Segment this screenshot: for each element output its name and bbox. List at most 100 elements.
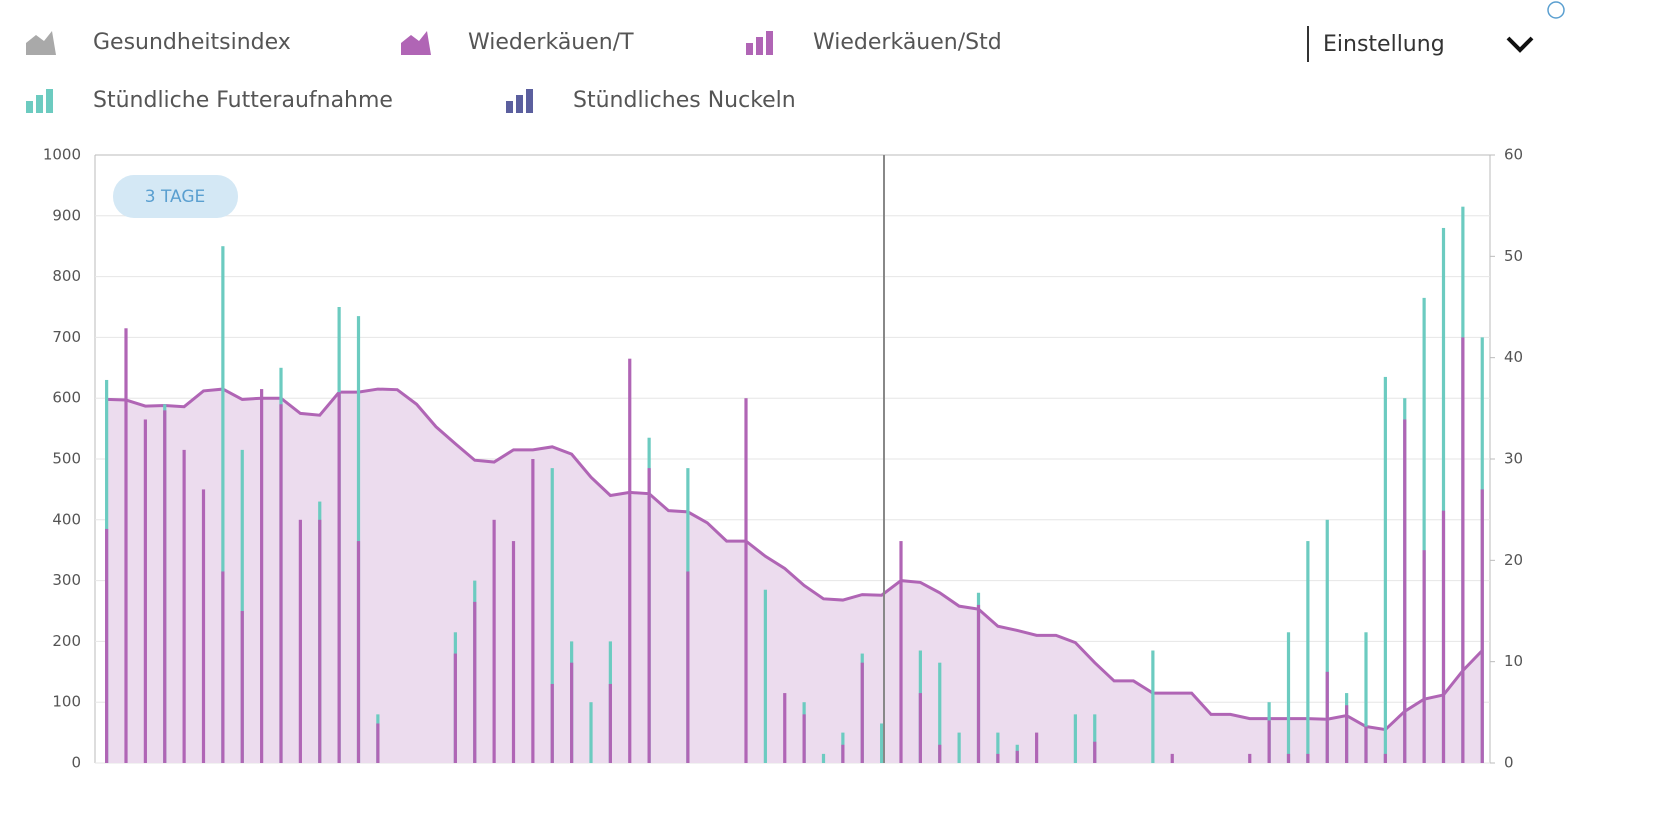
bar xyxy=(976,604,981,763)
bar xyxy=(318,519,322,763)
bar xyxy=(260,389,264,763)
dropdown-chevron[interactable] xyxy=(1506,36,1534,53)
bar xyxy=(1286,753,1291,763)
bar xyxy=(744,398,748,763)
bar xyxy=(1325,519,1329,763)
bar xyxy=(221,246,225,763)
area-line xyxy=(106,387,1484,732)
bar xyxy=(337,392,341,763)
bar xyxy=(356,541,361,763)
y2-tick-label: 60 xyxy=(1504,146,1523,164)
bar xyxy=(802,714,806,763)
bar xyxy=(1015,750,1019,763)
y2-tick-label: 40 xyxy=(1504,348,1523,366)
y-tick-label: 1000 xyxy=(43,146,81,164)
y2-tick-label: 20 xyxy=(1504,551,1523,569)
bar xyxy=(298,519,302,763)
bar xyxy=(376,723,380,763)
bar xyxy=(550,683,554,763)
bar xyxy=(841,744,845,763)
y-tick-label: 400 xyxy=(52,510,81,528)
bar xyxy=(550,468,554,763)
bar xyxy=(1422,297,1426,763)
bar xyxy=(763,589,767,763)
bar xyxy=(163,410,167,763)
legend-icon xyxy=(766,31,773,55)
legend-icon xyxy=(36,95,43,113)
bar xyxy=(1422,550,1426,763)
bar xyxy=(1306,753,1310,763)
badge[interactable] xyxy=(113,175,238,218)
y2-tick-label: 30 xyxy=(1504,450,1523,468)
bar xyxy=(628,358,632,763)
bar xyxy=(1480,489,1484,763)
bar xyxy=(938,744,942,763)
bar xyxy=(1345,705,1349,763)
legend-label: Stündliches Nuckeln xyxy=(573,88,796,113)
bar xyxy=(356,316,361,763)
bar xyxy=(1267,720,1271,763)
bar xyxy=(1383,376,1387,763)
y2-tick-label: 10 xyxy=(1504,652,1523,670)
bar xyxy=(201,489,206,763)
bar xyxy=(1073,714,1077,763)
bar xyxy=(647,468,651,763)
bar xyxy=(492,519,496,763)
bar xyxy=(453,653,457,763)
bar xyxy=(473,601,477,763)
marks xyxy=(105,206,1484,763)
y-tick-label: 700 xyxy=(52,328,81,346)
legend-icon xyxy=(46,89,53,113)
legend-label: Gesundheitsindex xyxy=(93,30,291,55)
bar xyxy=(1170,753,1174,763)
legend-icon xyxy=(26,101,33,113)
y-tick-label: 0 xyxy=(71,754,81,772)
bar xyxy=(221,571,225,763)
legend-label: Stündliche Futteraufnahme xyxy=(93,88,393,113)
legend-icon xyxy=(26,31,56,55)
bar xyxy=(124,328,128,763)
bar xyxy=(143,419,147,763)
bar xyxy=(279,404,283,763)
bar xyxy=(1035,732,1039,763)
legend-icon xyxy=(401,31,431,55)
y-tick-label: 900 xyxy=(52,206,81,224)
y-tick-label: 100 xyxy=(52,693,81,711)
grid: 0 100 200 300 400 500 600 700 800 900 1000 0 10 20 30 4… xyxy=(43,146,1523,772)
bar xyxy=(938,662,942,763)
bar xyxy=(240,611,244,763)
bar xyxy=(589,702,593,763)
y-tick-label: 600 xyxy=(52,389,81,407)
bar xyxy=(511,541,516,763)
bar xyxy=(918,693,922,763)
y-tick-label: 500 xyxy=(52,450,81,468)
bar xyxy=(1364,632,1368,763)
badge-label[interactable]: 3 TAGE xyxy=(145,187,206,207)
bar xyxy=(860,662,864,763)
legend: Gesundheitsindex Wiederkäuen/T Wiederkäuen… xyxy=(26,30,1002,113)
bar xyxy=(1364,726,1368,763)
bar xyxy=(1093,741,1097,763)
bar xyxy=(880,723,884,763)
y2-tick-label: 50 xyxy=(1504,247,1523,265)
bar xyxy=(240,449,244,763)
bar xyxy=(783,693,787,763)
bar xyxy=(1151,650,1155,763)
bar xyxy=(996,732,1000,763)
bar xyxy=(899,541,903,763)
bar xyxy=(105,528,109,763)
bar xyxy=(1441,510,1446,763)
bar xyxy=(1248,753,1252,763)
bar xyxy=(1461,337,1465,763)
bar xyxy=(608,683,612,763)
y-tick-label: 200 xyxy=(52,632,81,650)
bar xyxy=(570,662,574,763)
bar xyxy=(182,449,186,763)
dropdown-label[interactable]: Einstellung xyxy=(1323,32,1445,57)
legend-icon xyxy=(756,37,763,55)
info-icon[interactable] xyxy=(1547,1,1565,19)
legend-icon xyxy=(526,89,533,113)
legend-label: Wiederkäuen/T xyxy=(468,30,634,55)
bar xyxy=(1383,753,1387,763)
